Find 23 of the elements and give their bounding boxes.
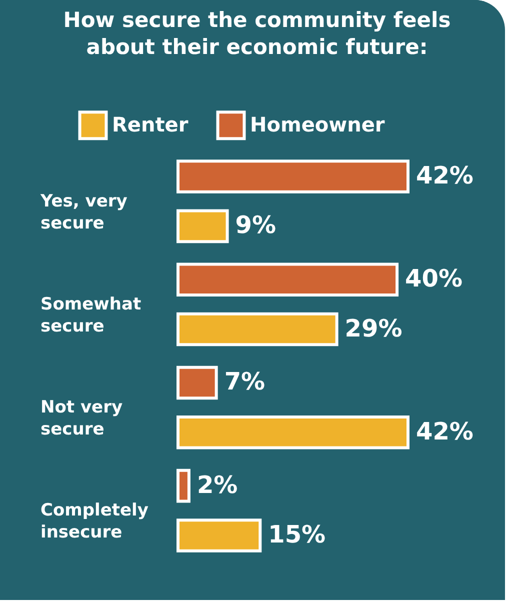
bar (176, 160, 410, 194)
y-tick-label: Not very secure (40, 398, 123, 440)
legend-label: Renter (112, 112, 188, 136)
bar (176, 415, 410, 450)
bar (176, 209, 229, 244)
data-label: 29% (344, 314, 402, 342)
data-label: 42% (416, 417, 474, 446)
data-label: 2% (196, 470, 238, 499)
data-label: 40% (405, 264, 462, 293)
bar (176, 468, 190, 503)
bar (176, 262, 399, 297)
data-label: 7% (224, 368, 266, 396)
y-tick-label: Yes, very secure (40, 191, 128, 234)
bar (176, 312, 338, 346)
bar (176, 366, 218, 400)
y-tick-label: Somewhat secure (40, 294, 142, 336)
data-label: 15% (268, 520, 326, 548)
chart-title: How secure the community feels about their economic future: (63, 8, 451, 59)
data-label: 42% (416, 162, 474, 190)
y-tick-label: Completely insecure (40, 500, 148, 543)
legend-label: Homeowner (250, 112, 385, 136)
data-label: 9% (235, 211, 276, 240)
bar (176, 518, 262, 552)
